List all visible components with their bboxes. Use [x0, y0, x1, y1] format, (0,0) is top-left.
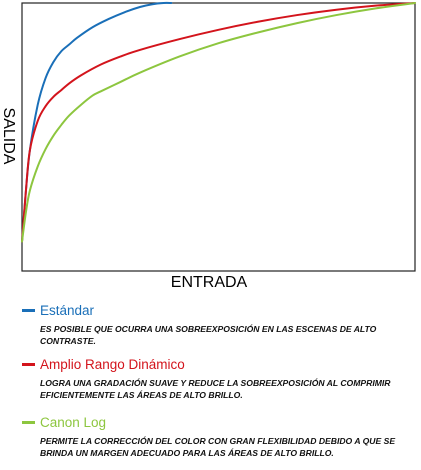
legend-name: Amplio Rango Dinámico [40, 356, 185, 372]
plot-frame [21, 2, 416, 272]
series-line-2 [21, 2, 416, 243]
legend-name: Canon Log [40, 414, 107, 430]
series-layer [21, 1, 416, 243]
legend-swatch [22, 308, 35, 312]
chart-area: ENTRADA SALIDA [0, 1, 416, 291]
legend-entry-canon-log: Canon Log PERMITE LA CORRECCIÓN DEL COLO… [22, 413, 414, 459]
series-line-0 [21, 1, 173, 243]
legend-description: PERMITE LA CORRECCIÓN DEL COLOR CON GRAN… [40, 436, 396, 458]
y-axis-label: SALIDA [0, 108, 17, 165]
legend-swatch [22, 362, 35, 366]
x-axis-label: ENTRADA [171, 274, 248, 291]
legend-description: ES POSIBLE QUE OCURRA UNA SOBREEXPOSICIÓ… [40, 324, 377, 346]
legend-name: Estándar [40, 302, 95, 318]
legend-swatch [22, 420, 35, 424]
legend-entry-amplio-rango: Amplio Rango Dinámico LOGRA UNA GRADACIÓ… [22, 355, 414, 401]
legend-entry-estandar: Estándar ES POSIBLE QUE OCURRA UNA SOBRE… [22, 301, 414, 347]
series-line-1 [21, 2, 416, 243]
legend-description: LOGRA UNA GRADACIÓN SUAVE Y REDUCE LA SO… [40, 378, 391, 400]
